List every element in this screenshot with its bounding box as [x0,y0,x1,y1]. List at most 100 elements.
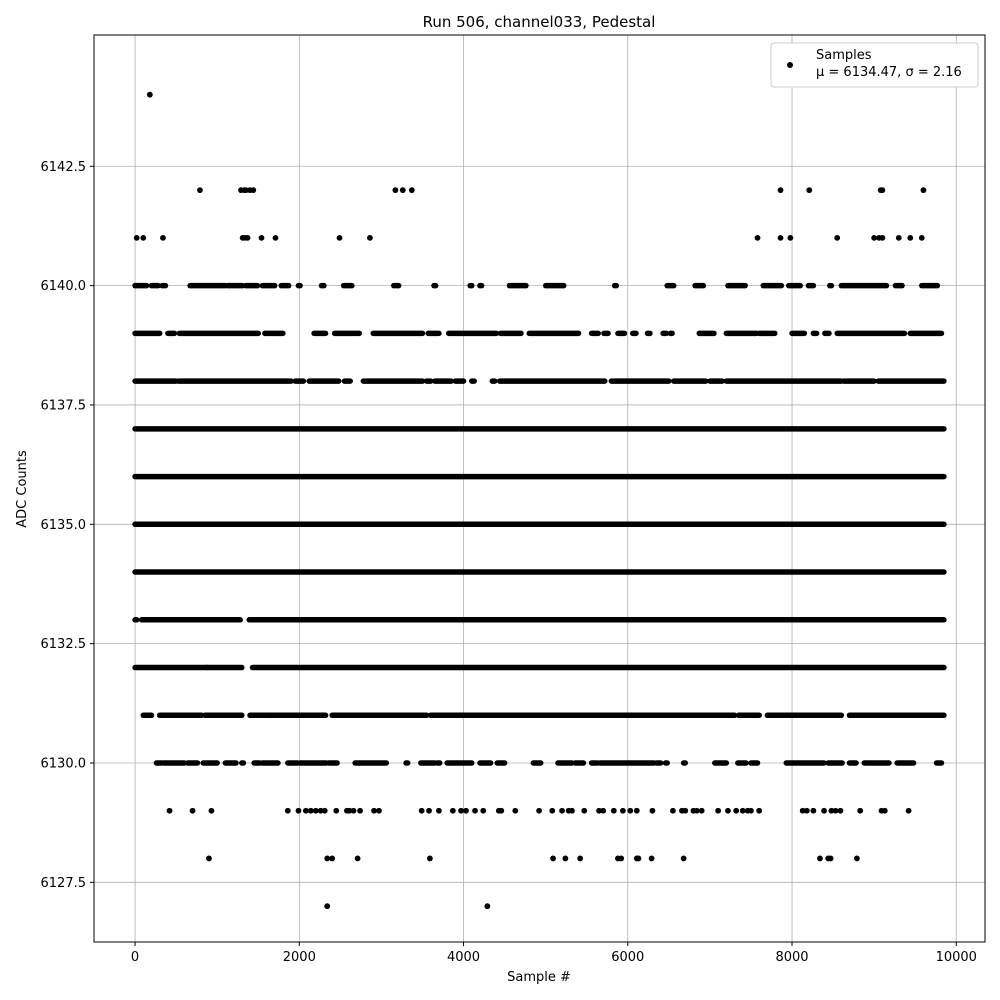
data-point [715,807,722,814]
data-point [350,807,357,814]
data-point [682,807,689,814]
data-point [918,234,925,241]
data-point [197,187,203,194]
data-point [284,807,291,814]
data-point [329,855,336,862]
data-point [426,855,433,862]
data-point [777,187,784,194]
legend-box [770,42,979,88]
data-point [837,807,844,814]
data-point [817,855,823,862]
data-point [739,807,746,814]
data-point [756,807,763,814]
data-point [680,855,687,862]
data-point [549,807,556,814]
data-point [206,855,212,862]
data-point [748,807,754,814]
data-point [803,807,810,814]
legend: Samples μ = 6134.47, σ = 2.16 [770,42,979,88]
data-point [484,903,491,910]
data-point [258,234,265,241]
data-point [569,807,575,814]
data-point [302,807,309,814]
data-point [166,807,173,814]
data-point [354,855,361,862]
data-points [132,91,947,910]
data-point [244,234,251,241]
legend-label-stats: μ = 6134.47, σ = 2.16 [816,65,962,80]
data-point [559,807,565,814]
data-point [512,807,519,814]
data-point [376,807,382,814]
data-point [399,187,406,194]
data-point [463,807,469,814]
y-tick-label: 6137.5 [41,398,87,413]
data-point [871,234,878,241]
data-point [648,855,655,862]
data-point [295,807,302,814]
x-tick-label: 10000 [936,950,977,965]
x-tick-label: 6000 [611,950,644,965]
data-point [426,807,432,814]
data-point [336,234,343,241]
data-point [618,855,625,862]
data-point [307,807,314,814]
data-point [321,807,328,814]
data-point [577,855,584,862]
data-point [357,807,363,814]
data-point [821,807,827,814]
y-tick-label: 6140.0 [41,279,87,294]
data-point [853,855,860,862]
data-point [333,807,340,814]
data-point [619,807,626,814]
data-point [754,234,761,241]
data-point [827,855,834,862]
y-tick-label: 6142.5 [41,160,87,175]
data-point [408,187,415,194]
data-point [633,807,640,814]
data-point [392,187,399,194]
data-point [324,855,331,862]
data-point [367,234,373,241]
data-point [480,807,487,814]
data-point [649,807,656,814]
data-point [436,807,442,814]
data-point [787,234,794,241]
data-point [905,807,912,814]
y-tick-label: 6135.0 [41,518,87,533]
data-point [371,807,377,814]
data-point [146,91,153,98]
data-point [881,807,888,814]
chart-title: Run 506, channel033, Pedestal [423,13,656,31]
data-point [418,807,425,814]
data-point [832,807,839,814]
data-point [272,234,279,241]
data-point [536,807,542,814]
data-point [140,234,147,241]
data-point [600,807,607,814]
data-point [449,807,456,814]
data-point [806,187,813,194]
data-point [879,234,886,241]
plot-frame [93,34,986,943]
data-point [189,807,196,814]
x-tick-label: 4000 [447,950,480,965]
data-point [799,807,806,814]
data-point [133,234,140,241]
data-point [498,807,505,814]
x-axis-label: Sample # [507,970,571,985]
data-point [346,807,353,814]
data-point [208,807,215,814]
data-point [458,807,464,814]
data-point [810,807,817,814]
y-tick-label: 6132.5 [41,637,87,652]
grid [94,35,985,942]
data-point [550,855,556,862]
data-point [312,807,319,814]
legend-label-samples: Samples [816,48,872,63]
data-point [834,234,841,241]
data-point [828,807,835,814]
y-axis-label: ADC Counts [15,450,30,528]
x-tick-label: 8000 [775,950,808,965]
